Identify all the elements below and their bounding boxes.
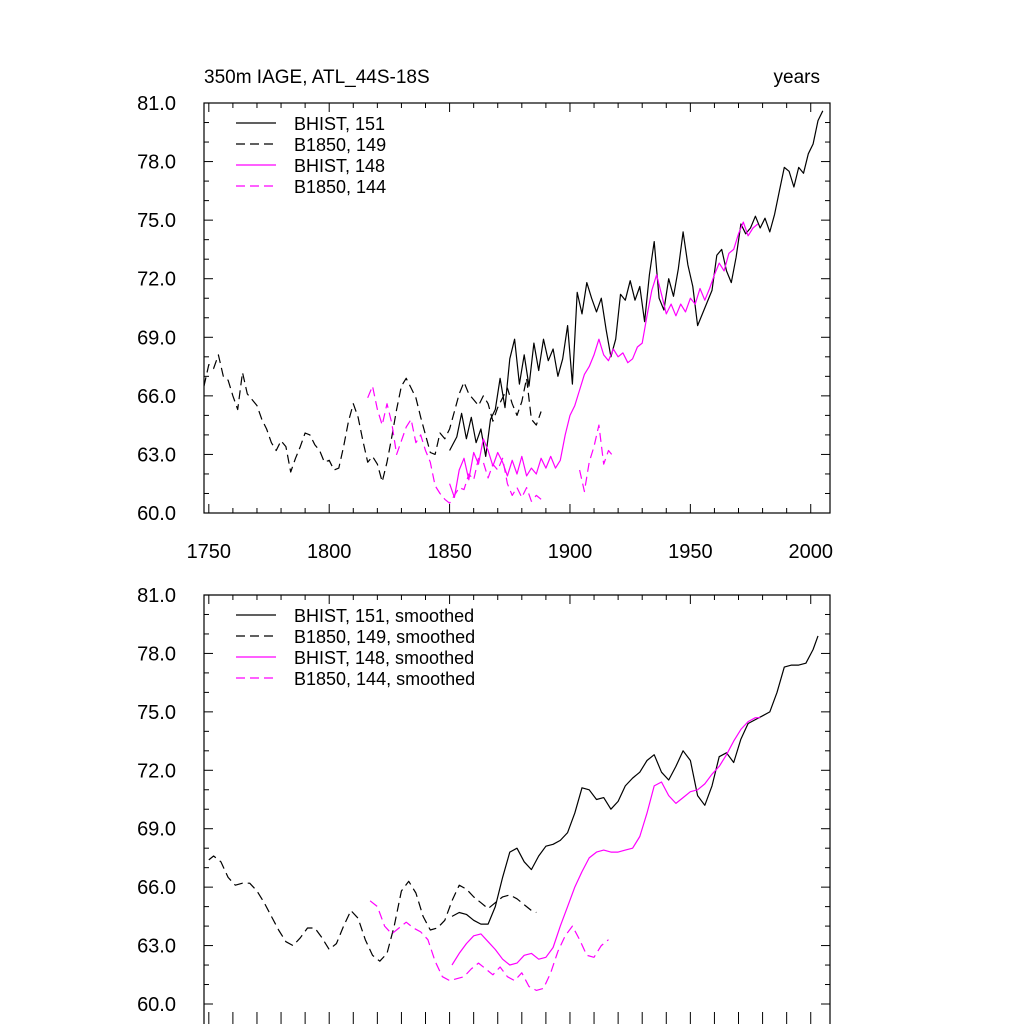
legend-label-0: BHIST, 151, smoothed [294,606,474,626]
y-tick-label: 75.0 [137,210,176,232]
top-panel: 350m IAGE, ATL_44S-18S years 60.0 63.0 66.… [137,67,833,563]
y-tick-label: 60.0 [137,503,176,525]
bottom-series [208,635,819,991]
series-line-3 [367,385,614,504]
y-tick-label: 78.0 [137,643,176,665]
series-line-0 [449,110,824,457]
series-line-0 [451,635,819,925]
y-tick-label: 63.0 [137,444,176,466]
legend-label-0: BHIST, 151 [294,114,385,134]
series-line-3 [369,900,609,991]
y-tick-label: 72.0 [137,760,176,782]
legend-label-1: B1850, 149 [294,135,386,155]
legend-label-3: B1850, 144, smoothed [294,669,475,689]
legend-label-3: B1850, 144 [294,177,386,197]
legend-label-2: BHIST, 148 [294,156,385,176]
y-tick-label: 69.0 [137,327,176,349]
y-tick-label: 60.0 [137,994,176,1016]
top-series [203,110,824,504]
y-tick-label: 81.0 [137,585,176,607]
y-tick-label: 63.0 [137,936,176,958]
bottom-panel: 60.0 63.0 66.0 69.0 72.0 75.0 78.0 81.0 BHIST, … [137,585,831,1024]
x-tick-label: 1950 [668,541,713,563]
series-line-2 [451,717,761,966]
y-tick-label: 66.0 [137,386,176,408]
top-axes: 60.0 63.0 66.0 69.0 72.0 75.0 78.0 81.0 1750 1800… [137,93,833,563]
y-tick-label: 72.0 [137,269,176,291]
x-tick-label: 1850 [427,541,472,563]
legend-label-2: BHIST, 148, smoothed [294,648,474,668]
y-tick-label: 75.0 [137,702,176,724]
chart-title: 350m IAGE, ATL_44S-18S [204,67,430,88]
x-tick-label: 1800 [307,541,352,563]
x-tick-label: 2000 [788,541,833,563]
x-tick-label: 1900 [548,541,593,563]
y-tick-label: 81.0 [137,93,176,115]
y-tick-label: 78.0 [137,152,176,174]
series-line-1 [203,354,542,483]
y-tick-label: 69.0 [137,819,176,841]
x-tick-label: 1750 [187,541,232,563]
chart-title-right: years [774,67,820,88]
bottom-axes: 60.0 63.0 66.0 69.0 72.0 75.0 78.0 81.0 [137,585,830,1024]
top-plot-frame [203,102,831,514]
series-line-2 [449,221,759,498]
series-line-1 [208,855,537,962]
legend-label-1: B1850, 149, smoothed [294,627,475,647]
y-tick-label: 66.0 [137,877,176,899]
bottom-plot-frame [203,594,831,1024]
